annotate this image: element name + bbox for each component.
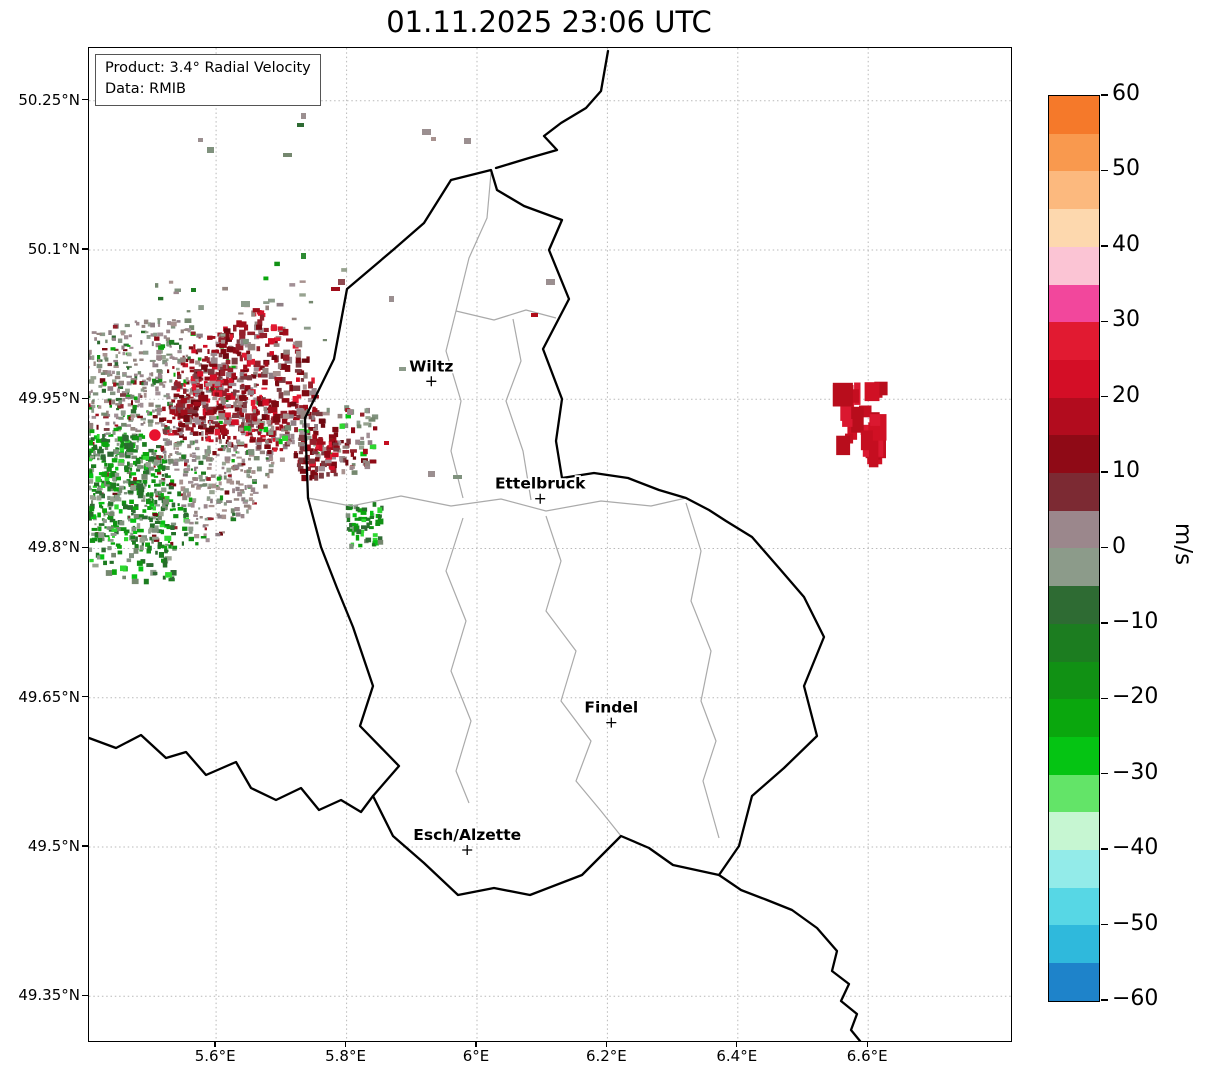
france-germany-border	[717, 873, 862, 1041]
x-tick-label: 6°E	[462, 1047, 490, 1065]
colorbar-tick-mark	[1101, 923, 1108, 926]
colorbar-tick-label: −60	[1112, 986, 1159, 1011]
colorbar-tick-mark	[1101, 471, 1108, 473]
city-label: Ettelbruck	[495, 475, 586, 493]
x-tick-mark	[214, 1041, 216, 1047]
colorbar-tick-mark	[1101, 245, 1108, 247]
city-plus-marker	[426, 376, 437, 387]
x-tick-label: 6.4°E	[716, 1047, 758, 1065]
y-tick-mark	[82, 248, 88, 250]
colorbar-tick-mark	[1101, 848, 1108, 850]
map-plot: Wiltz Ettelbruck Findel Esch/Alzette Produc…	[88, 47, 1012, 1042]
x-tick-label: 6.2°E	[585, 1047, 627, 1065]
belgium-germany-border	[494, 49, 610, 170]
map-canvas: Wiltz Ettelbruck Findel Esch/Alzette	[89, 48, 1011, 1041]
y-tick-label: 50.1°N	[27, 239, 80, 258]
city-plus-marker	[462, 845, 473, 855]
colorbar-tick-mark	[1101, 999, 1108, 1001]
city-label: Wiltz	[409, 357, 453, 375]
city-label: Findel	[584, 699, 638, 717]
product-info-box: Product: 3.4° Radial Velocity Data: RMIB	[95, 54, 321, 107]
colorbar-tick-mark	[1101, 546, 1108, 549]
x-tick-label: 5.6°E	[194, 1047, 236, 1065]
x-tick-label: 5.8°E	[325, 1047, 366, 1065]
y-tick-label: 50.25°N	[18, 90, 80, 109]
x-tick-mark	[475, 1041, 477, 1047]
colorbar-tick-mark	[1101, 169, 1108, 172]
y-tick-mark	[82, 696, 88, 698]
y-tick-mark	[82, 994, 88, 996]
y-tick-label: 49.95°N	[18, 389, 80, 408]
x-tick-label: 6.6°E	[846, 1047, 888, 1065]
y-tick-label: 49.5°N	[27, 836, 80, 855]
figure-title: 01.11.2025 23:06 UTC	[386, 5, 712, 39]
colorbar	[1048, 95, 1100, 1002]
colorbar-tick-label: 60	[1112, 81, 1140, 106]
luxembourg-border	[303, 168, 826, 897]
colorbar-tick-label: 10	[1112, 458, 1140, 484]
gridlines	[89, 48, 1011, 1041]
colorbar-tick-label: 0	[1112, 533, 1126, 559]
colorbar-tick-label: −40	[1112, 835, 1159, 861]
distant-echo-cluster	[832, 381, 888, 468]
scattered-echoes	[191, 113, 555, 479]
district-boundaries	[307, 172, 720, 839]
colorbar-tick-label: 30	[1112, 307, 1140, 333]
colorbar-tick-mark	[1101, 622, 1108, 624]
x-tick-mark	[344, 1041, 347, 1047]
y-tick-mark	[82, 99, 88, 101]
colorbar-tick-mark	[1101, 94, 1108, 96]
colorbar-tick-label: 40	[1112, 231, 1140, 257]
x-tick-mark	[866, 1041, 868, 1047]
colorbar-segments	[1049, 96, 1099, 1001]
y-tick-mark	[82, 845, 88, 847]
colorbar-tick-label: 20	[1112, 382, 1140, 408]
y-tick-label: 49.8°N	[27, 538, 80, 557]
colorbar-tick-label: −20	[1112, 684, 1159, 710]
colorbar-unit-label: m/s	[1170, 522, 1197, 566]
x-tick-mark	[736, 1041, 738, 1047]
city-plus-marker	[606, 717, 617, 728]
x-tick-mark	[605, 1041, 608, 1047]
radar-site-marker	[146, 426, 164, 444]
colorbar-tick-label: −50	[1112, 910, 1159, 936]
city-label: Esch/Alzette	[413, 826, 521, 844]
product-label: Product: 3.4° Radial Velocity	[105, 60, 311, 76]
france-belgium-border	[89, 733, 375, 814]
city-markers: Wiltz Ettelbruck Findel Esch/Alzette	[407, 356, 640, 855]
colorbar-tick-mark	[1101, 773, 1108, 775]
radar-velocity-field	[89, 261, 384, 585]
country-borders	[89, 49, 862, 1041]
data-source-label: Data: RMIB	[105, 81, 186, 98]
y-tick-mark	[82, 397, 88, 399]
colorbar-tick-mark	[1101, 697, 1108, 700]
colorbar-tick-label: 50	[1112, 156, 1140, 182]
colorbar-tick-label: −10	[1112, 608, 1159, 634]
city-plus-marker	[535, 493, 546, 504]
colorbar-tick-mark	[1101, 395, 1108, 398]
colorbar-tick-mark	[1101, 320, 1108, 322]
y-tick-mark	[82, 546, 88, 549]
y-tick-label: 49.35°N	[18, 986, 80, 1005]
colorbar-tick-label: −30	[1112, 759, 1159, 785]
y-tick-label: 49.65°N	[18, 687, 80, 706]
